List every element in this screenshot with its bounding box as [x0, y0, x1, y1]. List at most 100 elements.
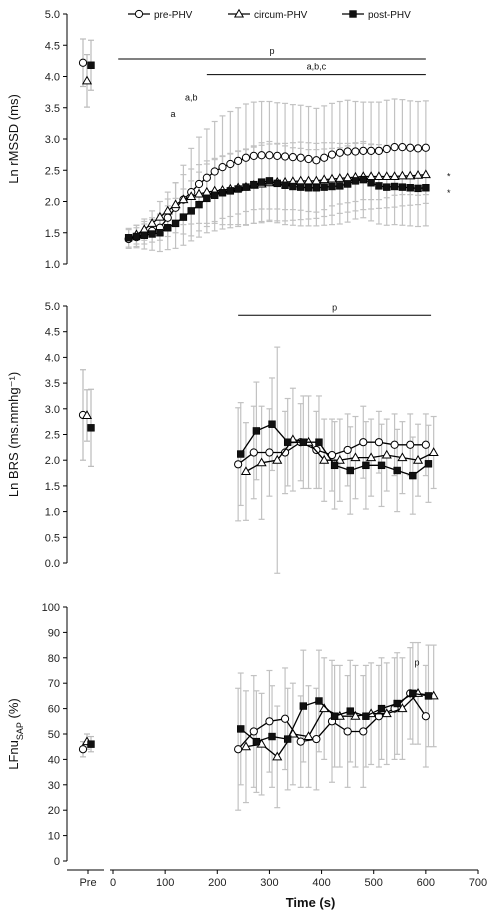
data-point-post-phv [234, 185, 242, 193]
data-point-pre-phv [343, 147, 352, 156]
data-point-post-phv [265, 177, 274, 185]
pre-point-circum-phv [81, 75, 93, 85]
data-point-pre-phv [265, 717, 274, 726]
y-tick-label: 3.0 [45, 134, 60, 146]
data-point-pre-phv [241, 153, 251, 162]
data-point-post-phv [330, 712, 339, 720]
data-point-post-phv [250, 180, 258, 189]
data-point-post-phv [359, 175, 367, 184]
data-point-post-phv [409, 689, 417, 698]
y-tick-label: 2.5 [45, 430, 60, 442]
data-point-pre-phv [296, 737, 305, 746]
significance-label: a [170, 109, 175, 119]
pre-point-post-phv [87, 61, 95, 69]
data-point-circum-phv [240, 466, 252, 476]
data-point-post-phv [304, 184, 313, 192]
legend-label: post-PHV [368, 10, 411, 21]
data-point-pre-phv [296, 153, 305, 162]
data-point-circum-phv [397, 703, 408, 713]
data-point-pre-phv [226, 159, 235, 169]
data-point-post-phv [148, 230, 156, 238]
data-point-post-phv [377, 704, 386, 713]
y-tick-label: 10 [48, 831, 60, 843]
data-point-post-phv [330, 461, 339, 470]
data-point-pre-phv [390, 143, 399, 152]
data-point-pre-phv [273, 151, 282, 160]
legend-label: circum-PHV [254, 10, 308, 21]
data-point-circum-phv [154, 211, 165, 221]
y-axis-label: Ln BRS (ms.mmhg⁻¹) [6, 372, 21, 497]
data-point-pre-phv [304, 154, 313, 164]
data-point-post-phv [252, 427, 261, 435]
y-tick-label: 90 [48, 627, 60, 639]
data-point-post-phv [409, 471, 417, 480]
data-point-pre-phv [249, 727, 258, 736]
data-point-post-phv [281, 181, 289, 189]
data-point-circum-phv [397, 452, 408, 462]
data-point-post-phv [257, 178, 266, 186]
annotations: p a,b,c a,b a * * [118, 46, 451, 198]
pre-values [78, 733, 95, 758]
data-point-post-phv [367, 179, 375, 187]
data-point-circum-phv [334, 454, 345, 464]
y-axis-label-sub: SAP [15, 722, 25, 740]
y-tick-label: 0.0 [45, 558, 60, 570]
data-point-post-phv [171, 219, 180, 228]
series-circum-phv [131, 169, 431, 239]
series-post-phv [124, 175, 430, 242]
legend-marker-pre-phv [134, 9, 144, 19]
data-point-circum-phv [420, 169, 431, 179]
data-point-circum-phv [319, 454, 330, 464]
data-point-pre-phv [335, 148, 344, 157]
annotations: p [238, 302, 432, 316]
data-point-post-phv [195, 200, 203, 209]
y-ticks: 1.0 1.5 2.0 2.5 3.0 3.5 4.0 4.5 5.0 [45, 9, 67, 271]
panel-rmssd: 1.0 1.5 2.0 2.5 3.0 3.5 4.0 4.5 5.0 Ln rMSSD (ms)… [6, 9, 451, 271]
y-axis-label: Ln rMSSD (ms) [6, 94, 21, 184]
data-point-post-phv [187, 207, 195, 215]
y-tick-label: 100 [42, 602, 60, 614]
data-point-post-phv [362, 712, 370, 720]
data-point-pre-phv [280, 152, 290, 161]
data-point-pre-phv [327, 150, 337, 159]
data-point-pre-phv [257, 151, 266, 160]
data-point-circum-phv [240, 741, 252, 751]
data-point-pre-phv [382, 144, 391, 154]
significance-star: * [447, 188, 451, 198]
data-point-pre-phv [351, 147, 360, 156]
data-point-pre-phv [343, 445, 352, 455]
data-point-post-phv [383, 183, 391, 191]
data-point-pre-phv [413, 144, 423, 153]
y-tick-label: 5.0 [45, 301, 60, 313]
data-point-circum-phv [178, 194, 189, 204]
legend: pre-PHV circum-PHV post-PHV [128, 8, 411, 21]
significance-label: a,b,c [307, 62, 327, 72]
y-tick-label: 80 [48, 653, 60, 665]
y-axis-label: LFnuSAP (%) [6, 698, 25, 770]
data-point-pre-phv [234, 745, 243, 754]
data-point-post-phv [406, 184, 414, 192]
data-point-pre-phv [234, 460, 243, 469]
legend-item-post-phv: post-PHV [342, 10, 411, 21]
x-tick-label: 400 [312, 877, 330, 889]
x-tick-label: 600 [417, 877, 435, 889]
data-point-circum-phv [381, 708, 392, 718]
data-point-post-phv [203, 194, 211, 203]
data-point-circum-phv [405, 170, 416, 180]
data-point-post-phv [268, 732, 276, 741]
data-point-circum-phv [319, 174, 330, 184]
legend-label: pre-PHV [154, 10, 193, 21]
y-tick-label: 3.5 [45, 378, 60, 390]
pre-values [78, 369, 95, 467]
data-point-post-phv [312, 184, 321, 192]
data-point-circum-phv [373, 171, 384, 180]
data-point-pre-phv [210, 167, 219, 176]
pre-point-pre-phv [78, 58, 88, 67]
data-point-circum-phv [162, 205, 173, 215]
data-point-pre-phv [249, 448, 258, 457]
data-point-post-phv [315, 697, 323, 705]
data-point-pre-phv [249, 151, 258, 160]
data-point-circum-phv [350, 452, 361, 462]
y-tick-label: 3.5 [45, 103, 60, 115]
